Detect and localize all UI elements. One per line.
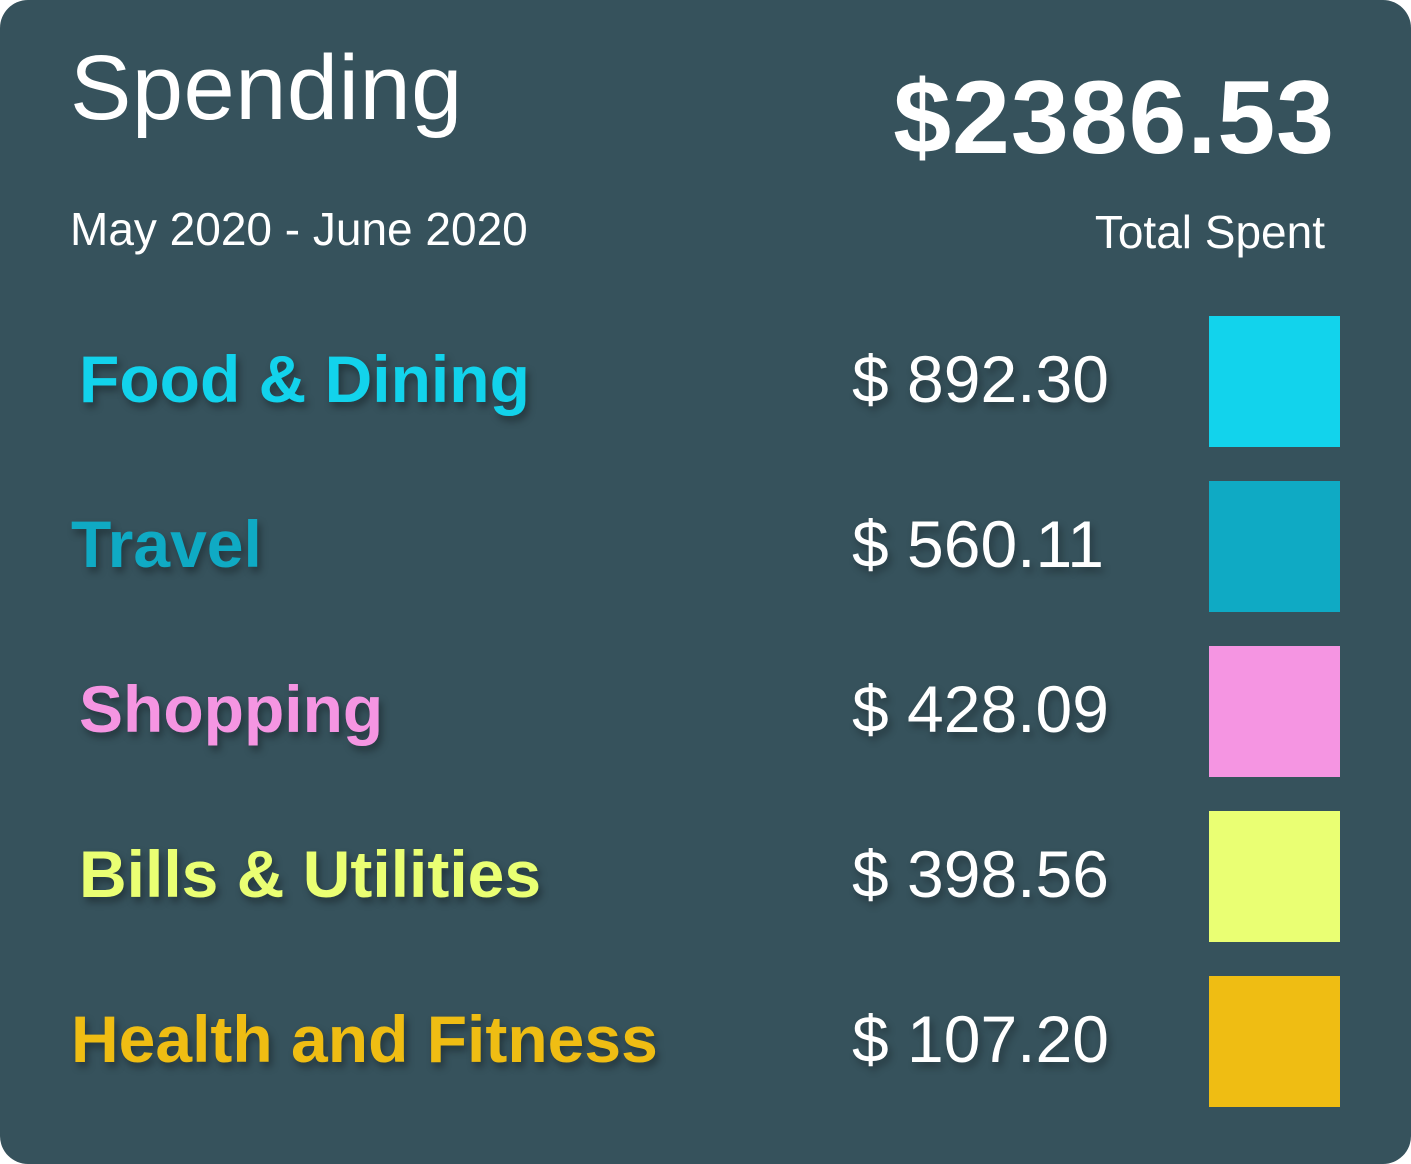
category-row-food-dining: Food & Dining $ 892.30 xyxy=(0,316,1411,447)
category-color-swatch xyxy=(1209,811,1340,942)
category-label: Health and Fitness xyxy=(71,1002,658,1076)
category-row-shopping: Shopping $ 428.09 xyxy=(0,646,1411,777)
total-spent-amount: $2386.53 xyxy=(893,60,1335,176)
category-color-swatch xyxy=(1209,481,1340,612)
category-color-swatch xyxy=(1209,646,1340,777)
category-label: Food & Dining xyxy=(79,342,530,416)
category-label: Bills & Utilities xyxy=(79,837,542,911)
category-amount: $ 560.11 xyxy=(852,507,1105,581)
total-spent-label: Total Spent xyxy=(1094,206,1325,258)
category-row-health-fitness: Health and Fitness $ 107.20 xyxy=(0,976,1411,1107)
category-label: Shopping xyxy=(79,672,384,746)
category-amount: $ 107.20 xyxy=(852,1002,1109,1076)
category-label: Travel xyxy=(71,507,262,581)
category-row-bills-utilities: Bills & Utilities $ 398.56 xyxy=(0,811,1411,942)
category-amount: $ 892.30 xyxy=(852,342,1109,416)
category-amount: $ 428.09 xyxy=(852,672,1109,746)
category-amount: $ 398.56 xyxy=(852,837,1109,911)
page-title: Spending xyxy=(70,37,463,139)
category-color-swatch xyxy=(1209,316,1340,447)
category-row-travel: Travel $ 560.11 xyxy=(0,481,1411,612)
date-range: May 2020 - June 2020 xyxy=(70,203,528,255)
category-color-swatch xyxy=(1209,976,1340,1107)
